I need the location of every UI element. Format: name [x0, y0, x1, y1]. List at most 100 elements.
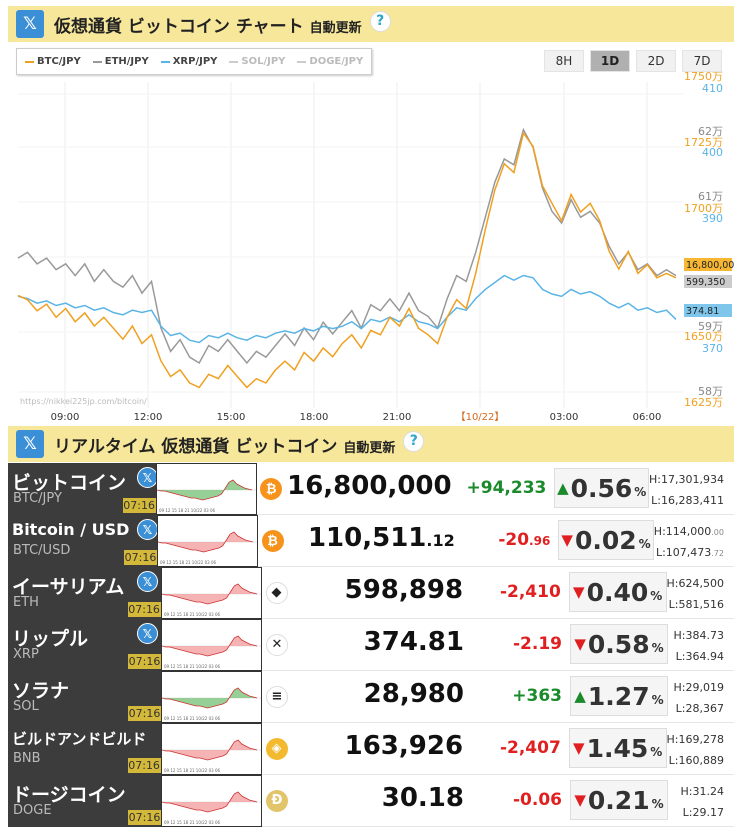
coin-icon-cell: ◆ [262, 567, 292, 618]
coin-name: ビルドアンドビルド [12, 730, 147, 748]
change-percent: 0.58 [587, 629, 650, 659]
range-button-2d[interactable]: 2D [636, 50, 676, 72]
range-button-7d[interactable]: 7D [682, 50, 722, 72]
legend-swatch [297, 60, 307, 63]
update-time: 07:16 [128, 706, 161, 721]
x-share-icon[interactable]: 𝕏 [16, 430, 44, 458]
sparkline-cell[interactable]: 09 12 15 18 21 10/22 03 06 07:16 [127, 723, 262, 775]
range-button-1d[interactable]: 1D [590, 50, 630, 72]
low-main: L:107,473 [655, 546, 712, 559]
legend-swatch [25, 60, 34, 63]
low-value: L:581,516 [667, 595, 724, 616]
change-value: -0.06 [470, 775, 570, 826]
svg-text:09 12 15 18 21 10/22 03 06: 09 12 15 18 21 10/22 03 06 [164, 716, 221, 721]
table-row[interactable]: ビットコイン BTC/JPY 𝕏 09 12 15 18 21 10/22 03 06… [8, 463, 734, 515]
coin-name-cell[interactable]: ソラナ SOL [8, 671, 161, 723]
price-value: 16,800,000 [286, 463, 458, 514]
coin-icon-cell: ≡ [262, 671, 292, 722]
high-low-cell: H:624,500 L:581,516 [667, 567, 734, 618]
legend-label: SOL/JPY [241, 56, 286, 67]
update-time: 07:16 [128, 654, 161, 669]
low-main: L:29.17 [682, 806, 724, 819]
range-button-8h[interactable]: 8H [544, 50, 584, 72]
coin-name: ビットコイン [12, 472, 127, 494]
eth-axis-label: 61万 [698, 190, 723, 203]
high-low-cell: H:31.24 L:29.17 [668, 775, 734, 826]
legend-item[interactable]: BTC/JPY [25, 56, 81, 67]
change-percent-badge: ▲ 1.27% [570, 676, 668, 716]
legend-label: BTC/JPY [37, 56, 81, 67]
x-tick-label: 18:00 [300, 412, 329, 423]
svg-text:09 12 15 18 21 10/22 03 06: 09 12 15 18 21 10/22 03 06 [164, 664, 221, 669]
percent-unit: % [638, 537, 651, 551]
price-main: 16,800,000 [287, 471, 452, 501]
high-value: H:169,278 [667, 730, 724, 751]
percent-unit: % [651, 641, 664, 655]
change-value: -20.96 [461, 515, 559, 566]
xrp-axis-label: 400 [702, 146, 723, 159]
btc-axis-label: 1700万 [684, 202, 723, 215]
arrow-up-icon: ▲ [574, 687, 586, 705]
eth-current-tag: 599,350 [686, 277, 725, 288]
sparkline-cell[interactable]: 09 12 15 18 21 10/22 03 06 07:16 [128, 775, 262, 827]
high-value: H:114,000.00 [654, 522, 724, 543]
legend-item[interactable]: ETH/JPY [92, 56, 149, 67]
chart-subtitle: 自動更新 [309, 20, 362, 36]
btc-current-tag: 16,800,000 [686, 260, 734, 271]
percent-unit: % [650, 589, 663, 603]
table-row[interactable]: ソラナ SOL 09 12 15 18 21 10/22 03 06 07:16 ≡ 28… [8, 671, 734, 723]
chart-header: 𝕏 仮想通貨 ビットコイン チャート 自動更新 ? [8, 6, 734, 42]
price-main: 598,898 [344, 575, 464, 605]
plot-area [18, 82, 684, 408]
price-value: 163,926 [292, 723, 470, 774]
help-icon[interactable]: ? [369, 10, 391, 32]
sparkline: 09 12 15 18 21 10/22 03 06 [161, 791, 261, 825]
legend-item[interactable]: DOGE/JPY [297, 56, 363, 67]
table-row[interactable]: リップル XRP 𝕏 09 12 15 18 21 10/22 03 06 07:16 ✕… [8, 619, 734, 671]
x-share-icon[interactable]: 𝕏 [137, 519, 158, 540]
coin-symbol: XRP [13, 647, 39, 662]
eth-current-tag-bg [684, 275, 732, 288]
low-main: L:160,889 [668, 754, 724, 767]
table-row[interactable]: ビルドアンドビルド BNB 09 12 15 18 21 10/22 03 06 07… [8, 723, 734, 775]
realtime-header: 𝕏 リアルタイム 仮想通貨 ビットコイン 自動更新 ? [8, 426, 734, 462]
arrow-down-icon: ▼ [574, 791, 586, 809]
sparkline-cell[interactable]: 09 12 15 18 21 10/22 03 06 07:16 [124, 515, 258, 567]
solana-icon: ≡ [266, 685, 288, 708]
coin-symbol: DOGE [13, 803, 52, 818]
legend-label: XRP/JPY [172, 56, 218, 67]
svg-text:09 12 15 18 21 10/22 03 06: 09 12 15 18 21 10/22 03 06 [160, 560, 217, 565]
legend-item[interactable]: XRP/JPY [160, 56, 218, 67]
coin-name: ドージコイン [12, 784, 126, 806]
xrp-axis-label: 370 [702, 342, 723, 355]
low-value: L:107,473.72 [654, 543, 724, 564]
update-time: 07:16 [128, 810, 161, 825]
coin-icon-cell: ₿ [257, 463, 286, 514]
table-row[interactable]: Bitcoin / USD BTC/USD 𝕏 09 12 15 18 21 10/2… [8, 515, 734, 567]
sparkline: 09 12 15 18 21 10/22 03 06 [157, 531, 257, 565]
coin-name-cell[interactable]: Bitcoin / USD BTC/USD 𝕏 [8, 515, 158, 567]
x-share-icon[interactable]: 𝕏 [16, 10, 44, 38]
low-value: L:364.94 [668, 647, 724, 668]
table-row[interactable]: ドージコイン DOGE 09 12 15 18 21 10/22 03 06 07:1… [8, 775, 734, 827]
high-value: H:384.73 [668, 626, 724, 647]
help-icon[interactable]: ? [403, 430, 425, 452]
x-share-icon[interactable]: 𝕏 [137, 623, 158, 644]
x-share-icon[interactable]: 𝕏 [137, 571, 158, 592]
coin-symbol: BNB [13, 751, 41, 766]
sparkline-cell[interactable]: 09 12 15 18 21 10/22 03 06 07:16 [127, 567, 262, 619]
sparkline-cell[interactable]: 09 12 15 18 21 10/22 03 06 07:16 [128, 671, 262, 723]
btc-axis-label: 1625万 [684, 396, 723, 409]
sparkline-cell[interactable]: 09 12 15 18 21 10/22 03 06 07:16 [122, 463, 257, 515]
svg-text:09 12 15 18 21 10/22 03 06: 09 12 15 18 21 10/22 03 06 [164, 820, 221, 825]
low-main: L:28,367 [675, 702, 724, 715]
sparkline: 09 12 15 18 21 10/22 03 06 [161, 687, 261, 721]
sparkline-cell[interactable]: 09 12 15 18 21 10/22 03 06 07:16 [128, 619, 262, 671]
x-tick-label: 12:00 [134, 412, 163, 423]
table-row[interactable]: イーサリアム ETH 𝕏 09 12 15 18 21 10/22 03 06 07:1… [8, 567, 734, 619]
legend-swatch [92, 60, 102, 63]
btc-current-tag-bg [684, 258, 732, 271]
legend-item[interactable]: SOL/JPY [229, 56, 285, 67]
change-percent-badge: ▼ 0.02% [558, 520, 654, 560]
low-value: L:29.17 [668, 803, 724, 824]
